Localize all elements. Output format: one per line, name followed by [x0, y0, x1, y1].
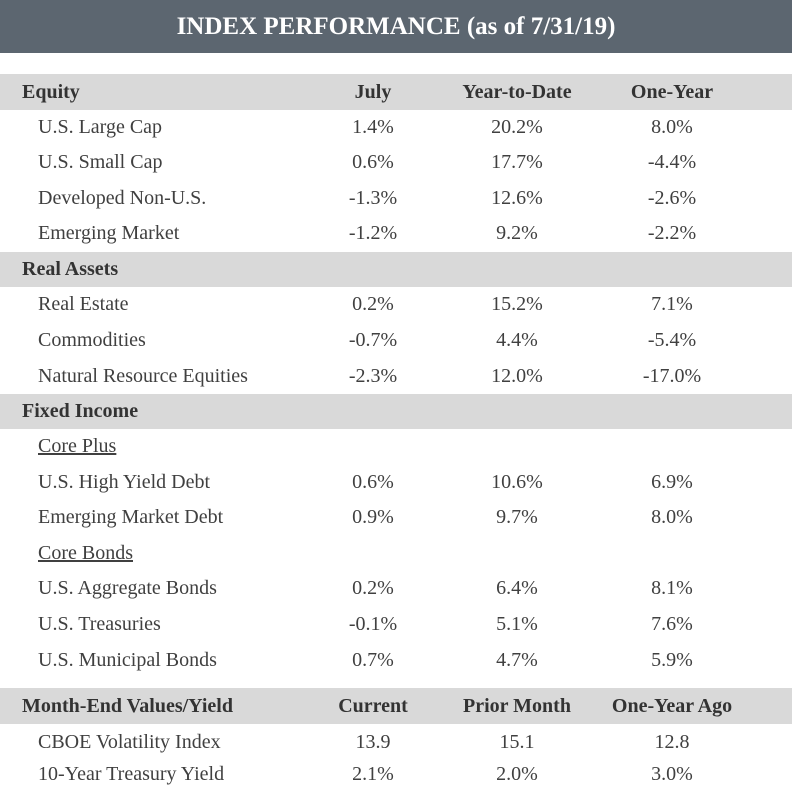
subsection-row: Core Bonds: [0, 535, 792, 571]
row-label: U.S. Municipal Bonds: [38, 648, 217, 671]
ytd-value: 17.7%: [491, 151, 543, 173]
column-one-year-ago: One-Year Ago: [611, 694, 733, 717]
row-label: U.S. Large Cap: [38, 116, 163, 138]
row-label: U.S. Treasuries: [38, 612, 161, 635]
one-year-value: 8.1%: [651, 577, 693, 599]
page-title: INDEX PERFORMANCE (as of 7/31/19): [0, 0, 792, 53]
table-row: Commodities -0.7% 4.4% -5.4%: [0, 322, 792, 358]
table-row: U.S. Aggregate Bonds 0.2% 6.4% 8.1%: [0, 571, 792, 606]
july-value: 0.6%: [352, 151, 394, 173]
table-row: CBOE Volatility Index 13.9 15.1 12.8: [0, 725, 792, 759]
subsection-row: Core Plus: [0, 429, 792, 464]
table-row: Emerging Market -1.2% 9.2% -2.2%: [0, 216, 792, 251]
ytd-value: 10.6%: [491, 471, 543, 493]
column-ytd: Year-to-Date: [462, 80, 572, 103]
table-row: U.S. Small Cap 0.6% 17.7% -4.4%: [0, 145, 792, 180]
table-row: 10-Year Treasury Yield 2.1% 2.0% 3.0%: [0, 759, 792, 789]
ytd-value: 9.2%: [496, 222, 538, 244]
row-label: Emerging Market Debt: [38, 506, 224, 528]
current-value: 13.9: [355, 730, 391, 753]
column-prior-month: Prior Month: [463, 694, 571, 717]
row-label: U.S. Aggregate Bonds: [38, 577, 217, 599]
row-label: Commodities: [38, 328, 146, 351]
ytd-value: 12.0%: [491, 364, 543, 387]
ytd-value: 6.4%: [496, 577, 538, 599]
one-year-value: -2.6%: [647, 187, 697, 209]
month-end-header-label: Month-End Values/Yield: [22, 694, 233, 717]
column-current: Current: [338, 694, 408, 717]
one-year-value: -4.4%: [647, 151, 697, 173]
table-row: U.S. Municipal Bonds 0.7% 4.7% 5.9%: [0, 642, 792, 678]
one-year-value: 8.0%: [651, 506, 693, 528]
column-one-year: One-Year: [630, 80, 714, 103]
july-value: 0.2%: [352, 577, 394, 599]
row-label: Developed Non-U.S.: [38, 187, 207, 209]
table-row: Real Estate 0.2% 15.2% 7.1%: [0, 287, 792, 322]
row-label: CBOE Volatility Index: [38, 730, 221, 753]
one-year-value: 8.0%: [651, 116, 693, 138]
july-value: 1.4%: [352, 116, 394, 138]
real-assets-header-label: Real Assets: [22, 258, 119, 280]
one-year-value: -2.2%: [647, 222, 697, 244]
july-value: -2.3%: [348, 364, 398, 387]
row-label: U.S. Small Cap: [38, 151, 163, 173]
one-year-value: 7.1%: [651, 293, 693, 315]
ytd-value: 20.2%: [491, 116, 543, 138]
row-label: Natural Resource Equities: [38, 364, 248, 387]
fixed-income-header-label: Fixed Income: [22, 400, 139, 422]
ytd-value: 9.7%: [496, 506, 538, 528]
core-plus-label: Core Plus: [38, 435, 117, 457]
july-value: -1.3%: [348, 187, 398, 209]
month-end-section-header: Month-End Values/Yield Current Prior Mon…: [0, 688, 792, 724]
july-value: 0.9%: [352, 506, 394, 528]
one-year-value: 5.9%: [651, 648, 693, 671]
ytd-value: 4.7%: [496, 648, 538, 671]
july-value: -1.2%: [348, 222, 398, 244]
fixed-income-section-header: Fixed Income: [0, 394, 792, 429]
july-value: 0.6%: [352, 471, 394, 493]
one-year-value: 7.6%: [651, 612, 693, 635]
july-value: -0.7%: [348, 328, 398, 351]
table-row: Natural Resource Equities -2.3% 12.0% -1…: [0, 358, 792, 394]
july-value: -0.1%: [348, 612, 398, 635]
table-row: U.S. Large Cap 1.4% 20.2% 8.0%: [0, 110, 792, 145]
table-row: Emerging Market Debt 0.9% 9.7% 8.0%: [0, 500, 792, 535]
july-value: 0.2%: [352, 293, 394, 315]
ytd-value: 15.2%: [491, 293, 543, 315]
ytd-value: 5.1%: [496, 612, 538, 635]
row-label: 10-Year Treasury Yield: [38, 762, 225, 785]
column-july: July: [354, 80, 392, 103]
row-label: Real Estate: [38, 293, 129, 315]
one-year-value: -5.4%: [647, 328, 697, 351]
one-year-value: 6.9%: [651, 471, 693, 493]
july-value: 0.7%: [352, 648, 394, 671]
table-row: Developed Non-U.S. -1.3% 12.6% -2.6%: [0, 181, 792, 216]
ytd-value: 4.4%: [496, 328, 538, 351]
prior-month-value: 2.0%: [496, 762, 538, 785]
real-assets-section-header: Real Assets: [0, 252, 792, 287]
core-bonds-label: Core Bonds: [38, 541, 133, 564]
row-label: U.S. High Yield Debt: [38, 471, 211, 493]
row-label: Emerging Market: [38, 222, 180, 244]
ytd-value: 12.6%: [491, 187, 543, 209]
equity-header-label: Equity: [22, 80, 80, 103]
one-year-value: -17.0%: [642, 364, 702, 387]
equity-section-header: Equity July Year-to-Date One-Year: [0, 74, 792, 110]
prior-month-value: 15.1: [499, 730, 535, 753]
one-year-ago-value: 12.8: [654, 730, 690, 753]
one-year-ago-value: 3.0%: [651, 762, 693, 785]
table-row: U.S. High Yield Debt 0.6% 10.6% 6.9%: [0, 465, 792, 500]
table-row: U.S. Treasuries -0.1% 5.1% 7.6%: [0, 606, 792, 642]
current-value: 2.1%: [352, 762, 394, 785]
